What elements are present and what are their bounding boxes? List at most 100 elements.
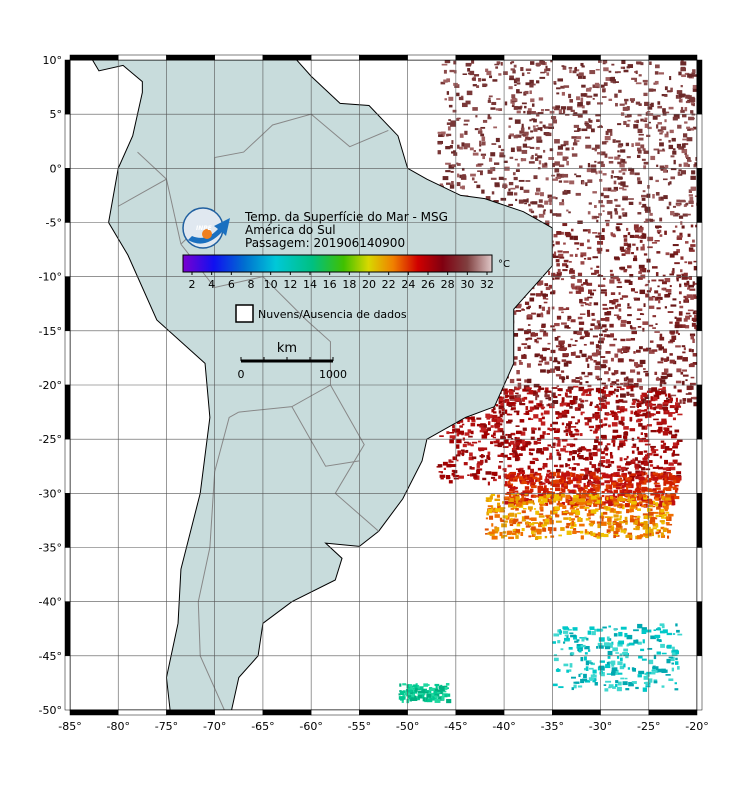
- sst-pixel: [539, 60, 546, 65]
- sst-pixel: [545, 502, 549, 506]
- sst-pixel: [688, 189, 693, 193]
- sst-pixel: [581, 353, 587, 358]
- sst-pixel: [422, 689, 426, 693]
- sst-pixel: [592, 447, 598, 451]
- sst-pixel: [652, 472, 658, 476]
- sst-pixel: [505, 493, 511, 495]
- sst-pixel: [638, 493, 643, 498]
- sst-pixel: [457, 450, 462, 455]
- logo: INPE: [182, 207, 230, 249]
- sst-pixel: [537, 485, 544, 490]
- sst-pixel: [571, 147, 574, 151]
- sst-pixel: [634, 77, 638, 82]
- sst-pixel: [558, 173, 564, 178]
- sst-pixel: [632, 490, 637, 495]
- sst-pixel: [681, 143, 686, 148]
- sst-pixel: [665, 288, 672, 293]
- sst-pixel: [427, 691, 430, 695]
- sst-pixel: [562, 511, 568, 514]
- sst-pixel: [666, 523, 673, 526]
- sst-pixel: [624, 250, 631, 255]
- sst-pixel: [631, 252, 634, 255]
- sst-pixel: [597, 476, 603, 480]
- sst-pixel: [639, 359, 646, 365]
- sst-pixel: [597, 407, 603, 412]
- colorbar-unit: °C: [498, 259, 510, 270]
- sst-pixel: [691, 170, 696, 175]
- sst-pixel: [493, 411, 497, 414]
- sst-pixel: [684, 107, 688, 112]
- sst-pixel: [616, 471, 620, 477]
- sst-pixel: [552, 421, 558, 425]
- sst-pixel: [555, 241, 560, 245]
- sst-pixel: [546, 458, 549, 461]
- sst-pixel: [538, 304, 542, 309]
- sst-pixel: [617, 661, 623, 666]
- sst-pixel: [585, 144, 592, 149]
- sst-pixel: [510, 432, 516, 436]
- sst-pixel: [668, 201, 672, 206]
- sst-pixel: [577, 272, 583, 277]
- sst-pixel: [523, 199, 528, 203]
- sst-pixel: [467, 68, 471, 72]
- sst-pixel: [672, 486, 677, 490]
- sst-pixel: [459, 425, 463, 428]
- sst-pixel: [537, 204, 543, 208]
- sst-pixel: [539, 76, 546, 79]
- sst-pixel: [410, 694, 416, 698]
- sst-pixel: [574, 69, 580, 72]
- sst-pixel: [581, 478, 587, 480]
- sst-pixel: [621, 348, 625, 351]
- sst-pixel: [580, 672, 583, 675]
- sst-pixel: [663, 420, 667, 425]
- frame-segment: [359, 709, 408, 716]
- sst-pixel: [498, 475, 502, 479]
- sst-pixel: [597, 126, 603, 128]
- sst-pixel: [678, 311, 683, 316]
- sst-pixel: [626, 486, 629, 491]
- sst-pixel: [656, 376, 659, 381]
- sst-pixel: [654, 634, 661, 639]
- sst-pixel: [624, 516, 628, 522]
- sst-pixel: [541, 324, 546, 328]
- sst-pixel: [605, 249, 610, 252]
- sst-pixel: [622, 651, 628, 655]
- sst-pixel: [512, 532, 517, 535]
- sst-pixel: [517, 521, 523, 524]
- sst-pixel: [678, 71, 682, 76]
- sst-pixel: [607, 377, 611, 382]
- sst-pixel: [542, 466, 545, 470]
- sst-pixel: [549, 519, 554, 525]
- sst-pixel: [480, 133, 485, 137]
- sst-pixel: [642, 119, 647, 122]
- sst-pixel: [560, 85, 565, 89]
- sst-pixel: [556, 369, 561, 371]
- sst-pixel: [426, 694, 432, 698]
- sst-pixel: [569, 516, 572, 521]
- sst-pixel: [621, 208, 625, 211]
- sst-pixel: [597, 464, 601, 467]
- sst-pixel: [456, 438, 462, 444]
- sst-pixel: [611, 496, 616, 501]
- sst-pixel: [465, 416, 468, 420]
- sst-pixel: [561, 511, 568, 516]
- sst-pixel: [507, 419, 513, 423]
- sst-pixel: [545, 132, 552, 137]
- sst-pixel: [579, 337, 584, 340]
- sst-pixel: [680, 371, 684, 375]
- logo-swoosh: [188, 218, 230, 244]
- sst-pixel: [503, 520, 508, 523]
- sst-pixel: [584, 389, 587, 393]
- sst-pixel: [530, 390, 537, 395]
- sst-pixel: [492, 432, 496, 436]
- sst-pixel: [681, 345, 686, 348]
- sst-pixel: [620, 181, 626, 186]
- sst-pixel: [639, 503, 643, 507]
- sst-pixel: [576, 480, 580, 484]
- sst-pixel: [660, 375, 667, 380]
- sst-pixel: [551, 474, 555, 479]
- sst-pixel: [653, 406, 657, 411]
- sst-pixel: [560, 106, 567, 110]
- sst-pixel: [528, 409, 533, 412]
- sst-pixel: [520, 431, 526, 436]
